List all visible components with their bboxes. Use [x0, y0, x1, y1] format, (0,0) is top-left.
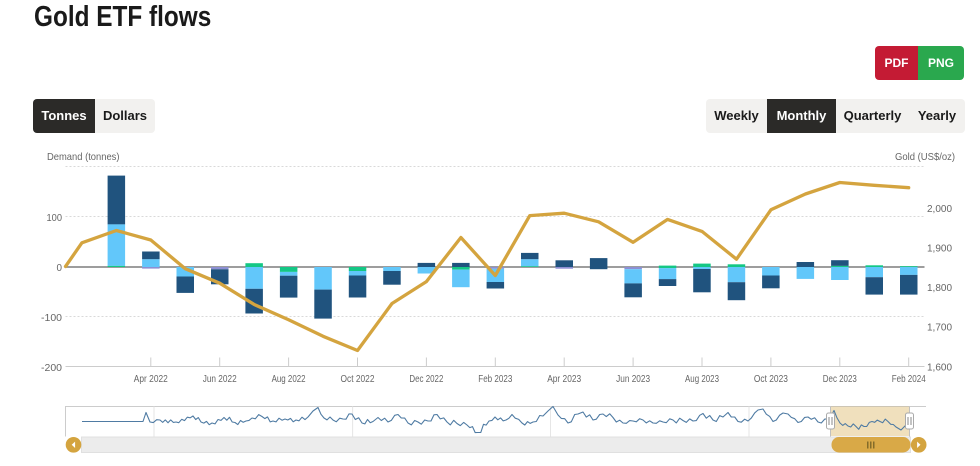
svg-text:Apr 2022: Apr 2022: [134, 373, 168, 385]
svg-text:-200: -200: [41, 362, 62, 374]
svg-text:Feb 2023: Feb 2023: [478, 373, 512, 385]
svg-text:Aug 2022: Aug 2022: [272, 373, 306, 385]
svg-text:1,700: 1,700: [927, 322, 952, 334]
svg-text:Dec 2022: Dec 2022: [409, 373, 443, 385]
svg-text:Gold (US$/oz): Gold (US$/oz): [895, 151, 955, 163]
svg-text:2,000: 2,000: [927, 203, 952, 215]
svg-text:Oct 2023: Oct 2023: [754, 373, 788, 385]
svg-text:1,600: 1,600: [927, 361, 952, 373]
svg-text:Oct 2022: Oct 2022: [341, 373, 375, 385]
svg-text:Apr 2023: Apr 2023: [547, 373, 581, 385]
svg-text:1,900: 1,900: [927, 242, 952, 254]
svg-text:Feb 2024: Feb 2024: [892, 373, 926, 385]
svg-text:-100: -100: [41, 312, 62, 324]
svg-text:Aug 2023: Aug 2023: [685, 373, 719, 385]
svg-text:Dec 2023: Dec 2023: [823, 373, 857, 385]
svg-text:0: 0: [57, 262, 63, 274]
svg-text:Jun 2023: Jun 2023: [616, 373, 650, 385]
svg-text:1,800: 1,800: [927, 282, 952, 294]
svg-text:Demand (tonnes): Demand (tonnes): [47, 151, 120, 163]
svg-text:Jun 2022: Jun 2022: [203, 373, 237, 385]
svg-text:100: 100: [47, 212, 63, 224]
